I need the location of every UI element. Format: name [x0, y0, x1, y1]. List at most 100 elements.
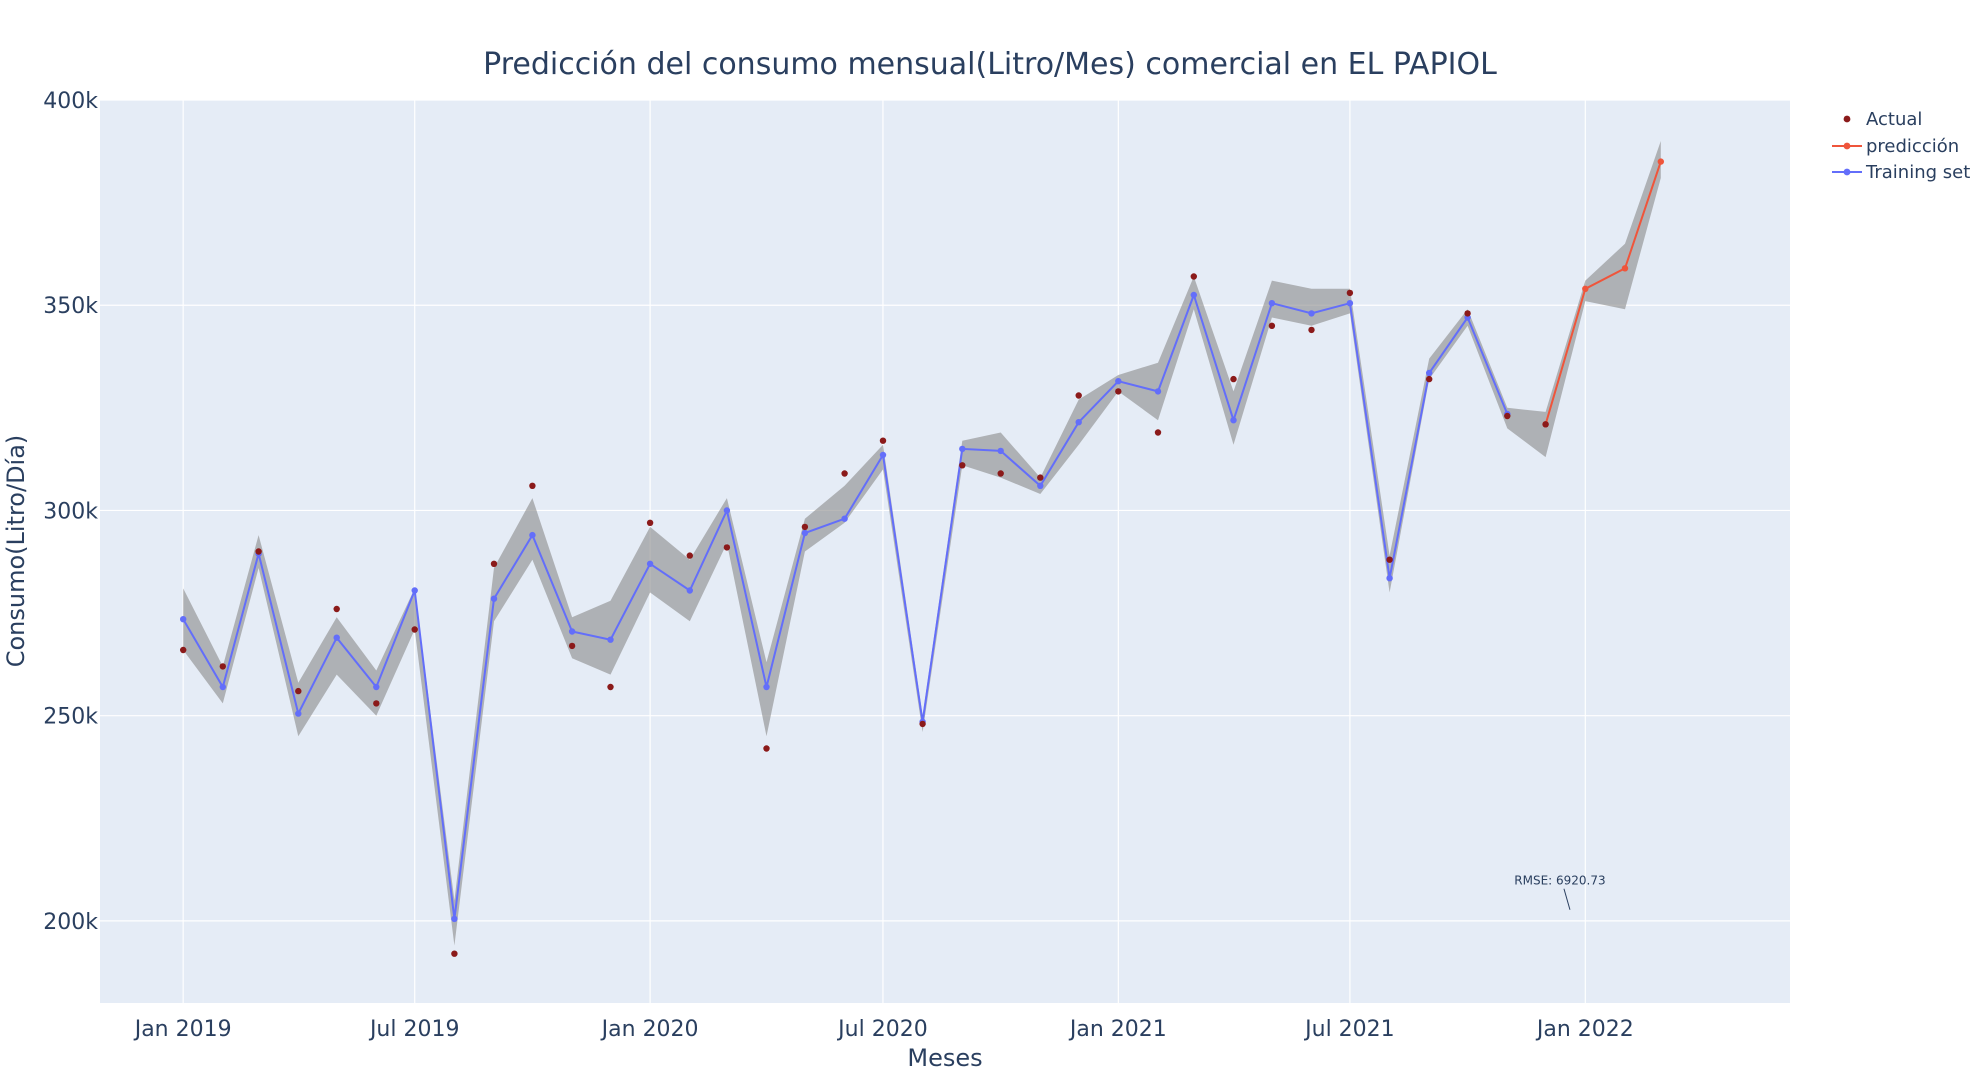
- annotation-layer: RMSE: 6920.73: [1514, 874, 1606, 910]
- training-point: [646, 560, 654, 567]
- training-point: [763, 683, 770, 691]
- actual-point: [490, 560, 498, 567]
- training-point: [1190, 291, 1198, 299]
- actual-point: [1464, 310, 1471, 317]
- actual-point: [1346, 289, 1354, 297]
- actual-point: [1386, 556, 1393, 563]
- actual-point: [801, 523, 809, 531]
- y-tick-label: 200k: [43, 910, 98, 935]
- legend-label-training: Training set: [1865, 162, 1970, 183]
- actual-point: [1230, 375, 1237, 383]
- y-tick-label: 350k: [43, 294, 98, 319]
- training-point: [1426, 369, 1433, 377]
- actual-point: [219, 663, 226, 670]
- training-point: [490, 595, 498, 602]
- plot-area: [100, 100, 1790, 1003]
- legend-label-prediction: predicción: [1866, 136, 1959, 157]
- training-point: [568, 628, 576, 635]
- legend[interactable]: Actual predicción Training set: [1832, 109, 1970, 183]
- prediction-line: [1544, 161, 1662, 425]
- training-point: [686, 587, 693, 594]
- actual-point: [529, 482, 536, 489]
- x-tick-label: Jan 2022: [1535, 1017, 1634, 1042]
- actual-point: [763, 745, 770, 752]
- prediction-point: [1582, 285, 1589, 292]
- chart-title: Predicción del consumo mensual(Litro/Mes…: [483, 47, 1497, 82]
- actual-point: [997, 470, 1004, 477]
- x-tick-label: Jul 2021: [1303, 1017, 1395, 1042]
- actual-point: [841, 470, 848, 477]
- training-point: [723, 507, 731, 514]
- actual-point: [180, 646, 187, 654]
- training-point: [1154, 388, 1162, 395]
- training-point: [1230, 417, 1237, 424]
- actual-point: [686, 552, 693, 559]
- actual-point: [333, 605, 340, 613]
- actual-point: [1542, 421, 1549, 428]
- training-point: [1346, 300, 1354, 307]
- y-tick-label: 300k: [43, 499, 98, 524]
- x-axis-title: Meses: [907, 1044, 982, 1072]
- ticks-layer: 200k 250k 300k 350k 400k Jan 2019 Jul 2019 Jan …: [43, 89, 1633, 1042]
- training-point: [1075, 419, 1082, 426]
- x-tick-label: Jul 2019: [368, 1017, 460, 1042]
- actual-point: [959, 462, 966, 469]
- training-point: [607, 636, 614, 643]
- training-point: [959, 445, 966, 453]
- training-point: [219, 683, 226, 691]
- actual-point: [1268, 322, 1276, 329]
- y-tick-label: 400k: [43, 89, 98, 114]
- actual-point: [568, 642, 576, 650]
- training-point: [801, 529, 809, 537]
- actual-point: [451, 950, 458, 957]
- training-point: [180, 616, 187, 623]
- training-point: [451, 915, 458, 923]
- training-point: [1308, 310, 1315, 317]
- y-tick-label: 250k: [43, 705, 98, 730]
- training-point: [411, 587, 418, 594]
- actual-point: [255, 548, 262, 555]
- training-point: [1386, 575, 1393, 582]
- actual-point: [1037, 474, 1044, 481]
- actual-point: [607, 683, 614, 691]
- legend-marker-prediction: [1843, 142, 1851, 150]
- legend-label-actual: Actual: [1866, 109, 1922, 130]
- training-point: [1115, 378, 1122, 385]
- prediction-point: [1621, 265, 1629, 272]
- training-point: [333, 634, 340, 641]
- training-point: [997, 447, 1004, 455]
- actual-point: [1075, 392, 1082, 399]
- legend-marker-training: [1843, 168, 1851, 176]
- actual-point: [411, 626, 418, 633]
- training-point: [295, 710, 302, 717]
- actual-point: [919, 720, 926, 728]
- actual-point: [1308, 326, 1315, 334]
- training-point: [529, 531, 536, 539]
- x-tick-label: Jan 2019: [133, 1017, 232, 1042]
- training-point: [1037, 482, 1044, 489]
- grid: [100, 99, 1790, 1003]
- training-point: [373, 683, 380, 691]
- actual-point: [295, 687, 302, 695]
- markers-layer: [180, 158, 1665, 957]
- actual-point: [1504, 412, 1511, 420]
- actual-point: [1115, 388, 1122, 395]
- annotation-arrow: [1563, 888, 1571, 910]
- y-axis-title: Consumo(Litro/Día): [2, 435, 30, 668]
- actual-point: [646, 519, 654, 526]
- prediction-point: [1657, 158, 1665, 165]
- actual-point: [879, 437, 887, 444]
- actual-point: [1154, 429, 1162, 436]
- actual-point: [373, 700, 380, 707]
- actual-point: [1426, 375, 1433, 383]
- x-tick-label: Jul 2020: [836, 1017, 928, 1042]
- rmse-annotation: RMSE: 6920.73: [1514, 874, 1605, 888]
- training-point: [841, 515, 848, 522]
- training-point: [879, 451, 887, 459]
- x-tick-label: Jan 2021: [1068, 1017, 1167, 1042]
- actual-point: [1190, 273, 1198, 280]
- training-point: [1268, 300, 1276, 307]
- x-tick-label: Jan 2020: [600, 1017, 699, 1042]
- legend-marker-actual: [1843, 115, 1851, 123]
